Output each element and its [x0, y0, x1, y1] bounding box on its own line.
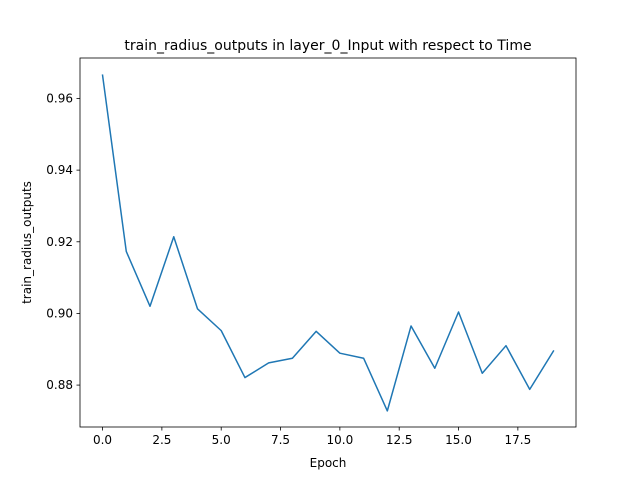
plot-area: [101, 74, 555, 412]
y-tick-label: 0.90: [46, 306, 73, 320]
x-tick-label: 5.0: [212, 433, 231, 447]
series-line: [101, 74, 555, 412]
x-tick-label: 10.0: [327, 433, 354, 447]
x-tick-label: 12.5: [386, 433, 413, 447]
y-axis-ticks: 0.88 0.90 0.92 0.94 0.96: [46, 91, 80, 392]
chart-title: train_radius_outputs in layer_0_Input wi…: [124, 38, 531, 54]
y-tick-label: 0.96: [46, 91, 73, 105]
x-axis-ticks: 0.0 2.5 5.0 7.5 10.0 12.5 15.0 17.5: [93, 427, 531, 447]
x-tick-label: 0.0: [93, 433, 112, 447]
x-tick-label: 2.5: [152, 433, 171, 447]
x-tick-label: 17.5: [504, 433, 531, 447]
y-axis-label: train_radius_outputs: [20, 181, 34, 304]
x-tick-label: 15.0: [445, 433, 472, 447]
x-axis-label: Epoch: [310, 456, 347, 470]
x-tick-label: 7.5: [271, 433, 290, 447]
y-tick-label: 0.94: [46, 163, 73, 177]
axes-frame: [79, 57, 577, 428]
y-tick-label: 0.88: [46, 378, 73, 392]
y-tick-label: 0.92: [46, 235, 73, 249]
